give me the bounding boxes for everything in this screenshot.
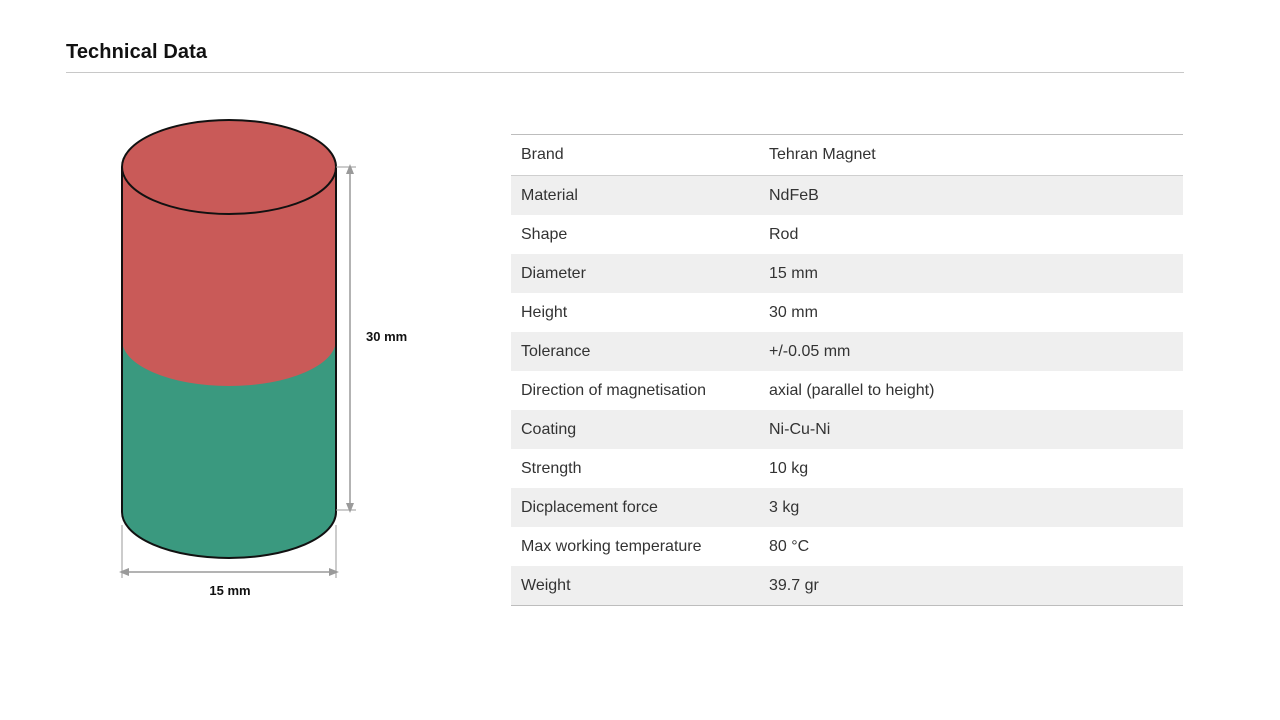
magnet-illustration: 30 mm 15 mm: [100, 100, 440, 610]
spec-value: NdFeB: [769, 175, 1183, 215]
table-row: Weight 39.7 gr: [511, 566, 1183, 606]
north-pole-body: [122, 167, 336, 386]
spec-value: 15 mm: [769, 254, 1183, 293]
height-label: 30 mm: [366, 329, 407, 344]
table-row: Tolerance +/-0.05 mm: [511, 332, 1183, 371]
spec-label: Dicplacement force: [511, 488, 769, 527]
table-row: Coating Ni-Cu-Ni: [511, 410, 1183, 449]
spec-label: Diameter: [511, 254, 769, 293]
magnet-diagram: 30 mm 15 mm: [119, 119, 407, 598]
page-title: Technical Data: [66, 41, 208, 63]
spec-value: axial (parallel to height): [769, 381, 935, 399]
spec-value: 10 kg: [769, 459, 809, 477]
spec-value: 39.7 gr: [769, 566, 1183, 606]
spec-label: Coating: [511, 410, 769, 449]
table-row: Material NdFeB: [511, 175, 1183, 215]
spec-label: Height: [521, 303, 568, 321]
spec-value: 80 °C: [769, 537, 810, 555]
diameter-label: 15 mm: [209, 583, 250, 598]
title-divider: [66, 72, 1184, 73]
spec-value: 3 kg: [769, 488, 1183, 527]
spec-value: +/-0.05 mm: [769, 332, 1183, 371]
spec-value: Rod: [769, 225, 799, 243]
spec-table: Brand Tehran Magnet Material NdFeB Shape Ro…: [511, 134, 1183, 606]
table-row: Shape Rod: [511, 215, 1183, 254]
table-row: Diameter 15 mm: [511, 254, 1183, 293]
spec-label: Shape: [521, 225, 568, 243]
spec-label: Brand: [511, 134, 769, 176]
spec-label: Weight: [511, 566, 769, 606]
table-row: Dicplacement force 3 kg: [511, 488, 1183, 527]
spec-value: Ni-Cu-Ni: [769, 410, 1183, 449]
south-pole-body: [122, 340, 336, 558]
spec-value: 30 mm: [769, 303, 818, 321]
table-row: Direction of magnetisation axial (paralle…: [511, 371, 1183, 410]
table-row: Brand Tehran Magnet: [511, 134, 1183, 176]
table-row: Max working temperature 80 °C: [511, 527, 1183, 566]
spec-label: Material: [511, 175, 769, 215]
spec-label: Max working temperature: [521, 537, 702, 555]
top-face: [121, 119, 337, 215]
table-row: Strength 10 kg: [511, 449, 1183, 488]
table-row: Height 30 mm: [511, 293, 1183, 332]
spec-label: Strength: [521, 459, 582, 477]
spec-label: Tolerance: [511, 332, 769, 371]
spec-label: Direction of magnetisation: [521, 381, 706, 399]
cylinder-outline: [121, 167, 337, 559]
spec-value: Tehran Magnet: [769, 134, 1183, 176]
spec-table-body: Brand Tehran Magnet Material NdFeB Shape Ro…: [511, 134, 1183, 606]
